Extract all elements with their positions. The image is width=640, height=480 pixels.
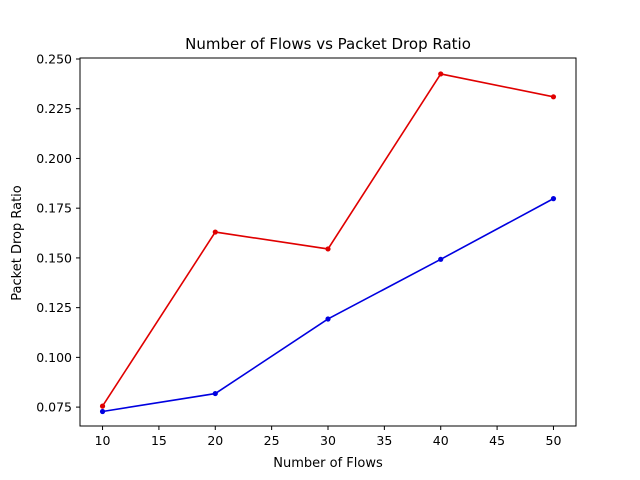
series-1-point-2 [325, 316, 331, 322]
x-tick-label: 45 [489, 433, 505, 448]
x-tick-label: 15 [151, 433, 167, 448]
series-1-point-3 [438, 256, 444, 262]
y-axis-label: Packet Drop Ratio [10, 185, 25, 300]
x-tick-label: 25 [264, 433, 280, 448]
plot-area: 10 15 20 25 30 35 40 45 50 0.075 0.100 0.125 0.150 0.… [36, 51, 577, 448]
x-axis-label: Number of Flows [273, 456, 383, 471]
x-tick-label: 50 [546, 433, 562, 448]
series-0-point-0 [99, 403, 106, 409]
y-tick-label: 0.100 [36, 350, 72, 365]
x-tick-label: 30 [320, 433, 336, 448]
y-tick-label: 0.250 [36, 51, 72, 66]
y-tick-label: 0.175 [36, 201, 72, 216]
y-tick-label: 0.225 [36, 101, 72, 116]
y-tick-label: 0.200 [36, 151, 72, 166]
x-tick-label: 40 [433, 433, 449, 448]
chart-title: Number of Flows vs Packet Drop Ratio [185, 35, 471, 53]
x-tick-label: 10 [95, 433, 111, 448]
y-tick-label: 0.075 [36, 400, 72, 415]
series-0-point-4 [550, 94, 557, 100]
y-tick-label: 0.125 [36, 300, 72, 315]
x-tick-label: 20 [207, 433, 223, 448]
y-tick-label: 0.150 [36, 250, 72, 265]
series-1-point-4 [550, 196, 557, 202]
series-1-point-0 [99, 408, 106, 415]
series-0-point-3 [438, 71, 444, 77]
x-tick-label: 35 [376, 433, 392, 448]
series-0-point-1 [212, 229, 218, 235]
series-0-point-2 [325, 246, 331, 252]
series-1-point-1 [212, 390, 218, 397]
